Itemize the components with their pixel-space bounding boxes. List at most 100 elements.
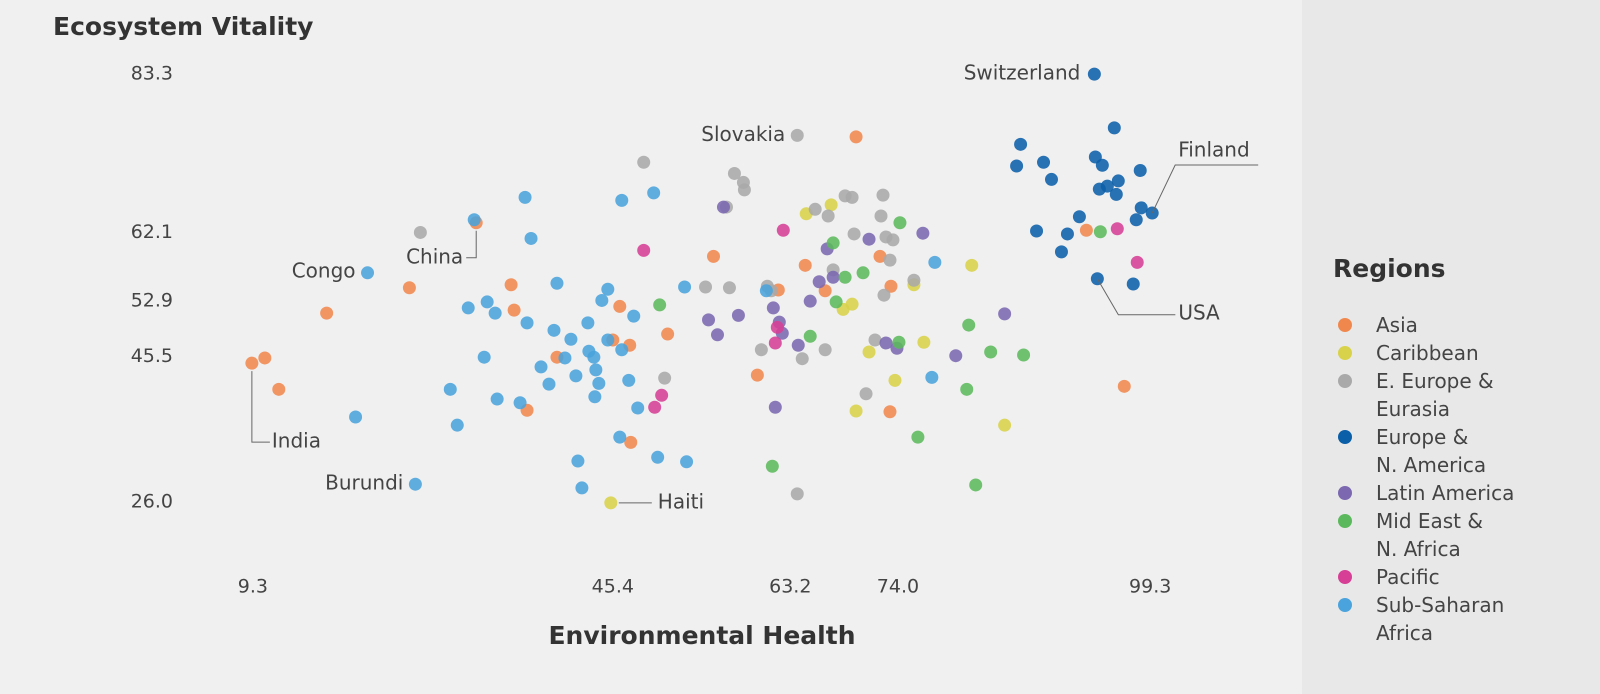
point [601,333,615,347]
point [524,231,538,245]
x-axis-title: Environmental Health [548,621,855,650]
point [1093,225,1107,239]
point [615,193,629,207]
y-axis-title: Ecosystem Vitality [53,12,313,41]
point [845,190,859,204]
point [1109,187,1123,201]
point [575,481,589,495]
point [461,301,475,315]
point [710,328,724,342]
point [680,455,694,469]
point [737,183,751,197]
point [558,351,572,365]
x-tick-label: 45.4 [592,576,634,598]
point [534,360,548,374]
point [550,276,564,290]
annotation: Switzerland [964,61,1081,85]
point [776,223,790,237]
x-tick-label: 74.0 [877,576,919,598]
legend-marker [1338,598,1352,612]
point [818,343,832,357]
y-tick-label: 83.3 [131,63,173,85]
point [1130,255,1144,269]
point [592,376,606,390]
point [750,368,764,382]
point [826,270,840,284]
point [754,343,768,357]
legend-marker [1338,346,1352,360]
leader-line [251,371,270,443]
point [624,435,638,449]
point [518,190,532,204]
point [647,186,661,200]
point [907,273,921,287]
point [716,200,730,214]
point [917,335,931,349]
point [791,338,805,352]
point [1030,224,1044,238]
point [488,306,502,320]
point [892,335,906,349]
point [765,459,779,473]
point [849,404,863,418]
point [513,396,527,410]
point [812,275,826,289]
annotation: Finland [1178,138,1249,162]
point [653,298,667,312]
legend-items: Asia Caribbean E. Europe & Eurasia Europe &… [1336,311,1514,647]
point [571,454,585,468]
annotation: Congo [292,258,356,282]
legend-label: Latin America [1376,481,1515,505]
point [925,370,939,384]
x-tick-label: 63.2 [769,576,811,598]
annotation: India [272,429,321,453]
point [928,255,942,269]
legend-marker [1338,318,1352,332]
point [587,350,601,364]
point [588,390,602,404]
point [402,281,416,295]
point [477,350,491,364]
y-tick-label: 26.0 [131,491,173,513]
point [1110,222,1124,236]
legend-marker [1338,430,1352,444]
point [798,258,812,272]
legend-item: Asia [1336,311,1514,339]
y-tick-label: 45.5 [131,345,173,367]
point [879,336,893,350]
point [877,288,891,302]
legend-item: Caribbean [1336,339,1514,367]
point [893,216,907,230]
point [803,329,817,343]
point [790,487,804,501]
point [849,130,863,144]
point [542,377,556,391]
annotation: USA [1178,300,1220,324]
point [829,295,843,309]
point [1126,277,1140,291]
point [1117,379,1131,393]
point [613,430,627,444]
point [569,369,583,383]
point [413,225,427,239]
point [490,392,504,406]
point [826,236,840,250]
point [862,232,876,246]
point [884,279,898,293]
point [1054,245,1068,259]
point [637,155,651,169]
point [408,477,422,491]
point [883,405,897,419]
legend-label: Mid East & N. Africa [1376,509,1483,561]
point [727,166,741,180]
point [245,356,259,370]
point [873,249,887,263]
point [911,430,925,444]
x-tick-label: 99.3 [1129,576,1171,598]
legend-item: Sub-Saharan Africa [1336,591,1514,647]
leader-line [1096,278,1176,316]
point [1037,155,1051,169]
legend-marker [1338,486,1352,500]
chart: Ecosystem Vitality Environmental Health … [53,12,1259,650]
